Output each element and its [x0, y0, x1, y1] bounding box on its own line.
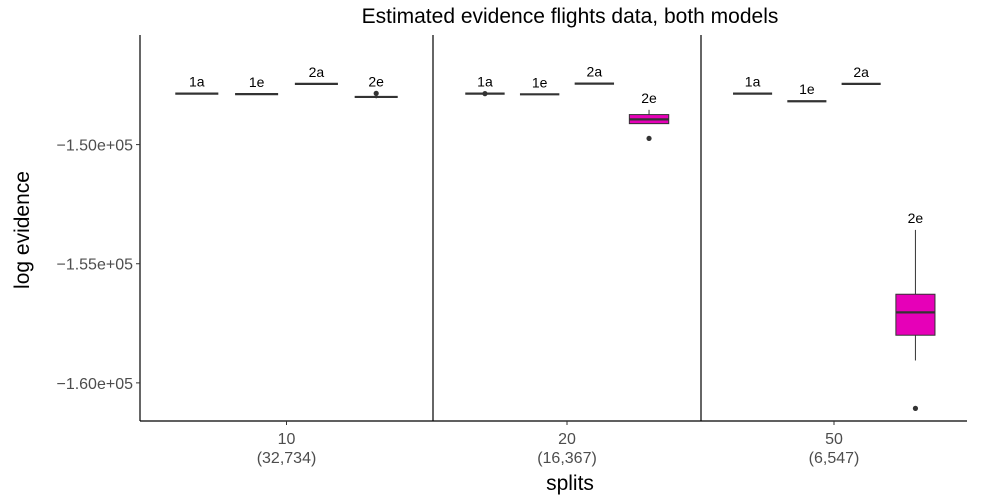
outlier-point [482, 91, 488, 97]
box-label: 1e [249, 74, 265, 90]
box-10-1a: 1a [175, 74, 219, 95]
y-axis-title: log evidence [11, 171, 34, 289]
box-label: 2e [641, 90, 657, 106]
box-10-2e: 2e [354, 73, 398, 99]
x-tick-label: 10 [278, 431, 296, 448]
box-label: 2e [368, 73, 384, 89]
outlier-point [912, 405, 919, 411]
x-tick-label: 20 [558, 431, 576, 448]
x-tick-sublabel: (32,734) [257, 450, 317, 467]
box-20-1a: 1a [465, 74, 505, 97]
box-10-2a: 2a [294, 64, 338, 85]
y-tick-label: −1.60e+05 [56, 376, 133, 393]
y-tick-label: −1.50e+05 [56, 138, 133, 155]
box-50-1a: 1a [733, 74, 773, 95]
box-label: 2e [908, 210, 924, 226]
x-axis-title: splits [546, 472, 594, 495]
x-tick-sublabel: (6,547) [809, 450, 860, 467]
box-20-2a: 2a [574, 64, 615, 85]
box-label: 1e [532, 74, 548, 90]
box-50-2a: 2a [841, 64, 881, 85]
box-label: 1a [189, 74, 205, 90]
box-label: 2a [309, 64, 325, 80]
box-label: 1a [477, 74, 493, 90]
x-tick-sublabel: (16,367) [537, 450, 597, 467]
box-label: 2a [853, 64, 869, 80]
box-body [895, 293, 936, 336]
box-50-2e: 2e [895, 210, 936, 411]
y-tick-label: −1.55e+05 [56, 257, 133, 274]
outlier-point [373, 90, 379, 96]
box-label: 1e [799, 81, 815, 97]
box-20-2e: 2e [628, 90, 670, 142]
box-10-1e: 1e [235, 74, 279, 96]
plot-area: −1.50e+05 −1.55e+05 −1.60e+05 10 (32,734) 1a 1… [56, 35, 967, 467]
x-tick-label: 50 [825, 431, 843, 448]
box-label: 1a [745, 74, 761, 90]
chart-title: Estimated evidence flights data, both mo… [362, 5, 779, 28]
box-20-1e: 1e [519, 74, 560, 96]
outlier-point [646, 135, 652, 142]
box-50-1e: 1e [787, 81, 827, 103]
box-label: 2a [587, 64, 603, 80]
